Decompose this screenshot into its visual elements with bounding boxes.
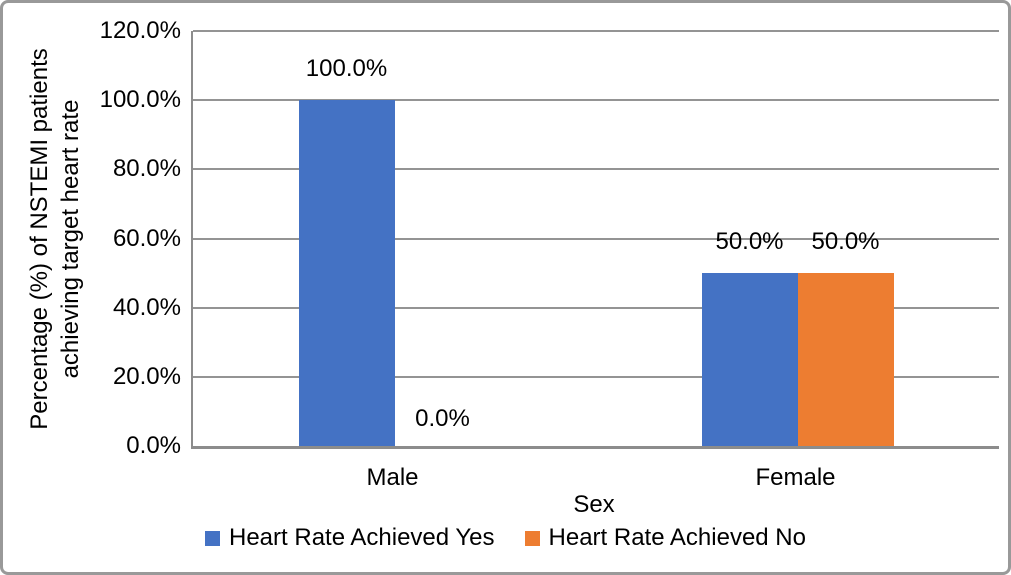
y-tick-label: 20.0% <box>112 362 181 390</box>
legend-swatch-icon <box>524 530 540 546</box>
gridline <box>193 168 999 171</box>
x-axis-title: Sex <box>573 491 615 518</box>
legend-swatch-icon <box>205 530 220 546</box>
legend: Heart Rate Achieved Yes Heart Rate Achiev… <box>3 524 1008 552</box>
legend-label: Heart Rate Achieved No <box>548 524 806 551</box>
bar-male-yes <box>298 100 395 446</box>
gridline <box>193 306 999 309</box>
y-tick-label: 120.0% <box>99 17 181 44</box>
y-tick-label: 60.0% <box>112 224 181 252</box>
bar-female-no <box>797 273 894 446</box>
legend-item: Heart Rate Achieved Yes <box>205 524 495 552</box>
gridline <box>193 99 999 102</box>
y-tick-label: 40.0% <box>112 293 181 321</box>
plot-area: 100.0% 0.0% 50.0% 50.0% <box>191 30 999 449</box>
bar-female-yes <box>701 273 798 446</box>
x-category-label-female: Female <box>755 464 836 491</box>
gridline <box>193 375 999 378</box>
gridline <box>193 237 999 240</box>
data-label-female-no: 50.0% <box>811 228 880 256</box>
y-tick-label: 100.0% <box>99 86 181 114</box>
data-label-female-yes: 50.0% <box>715 228 784 256</box>
legend-label: Heart Rate Achieved Yes <box>229 524 495 551</box>
x-category-label-male: Male <box>366 464 419 491</box>
data-label-male-yes: 100.0% <box>305 55 388 83</box>
y-tick-label: 80.0% <box>112 155 181 183</box>
data-label-male-no: 0.0% <box>415 405 470 432</box>
y-tick-label: 0.0% <box>126 432 181 459</box>
legend-item: Heart Rate Achieved No <box>524 524 806 552</box>
gridline <box>193 30 999 32</box>
